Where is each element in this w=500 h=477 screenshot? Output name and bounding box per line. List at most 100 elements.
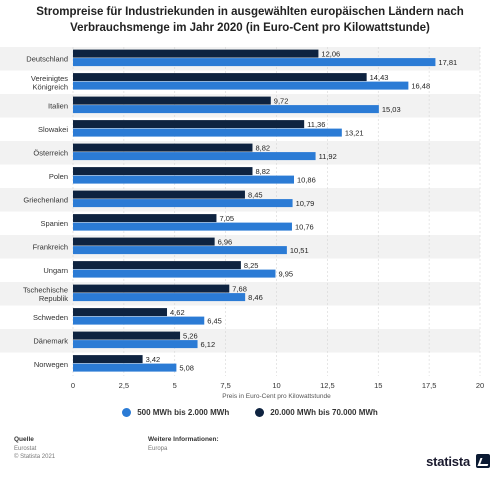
legend-dot-icon [122,408,132,417]
x-tick-label: 17,5 [422,381,437,390]
x-axis-title: Preis in Euro-Cent pro Kilowattstunde [222,393,331,400]
data-label: 6,96 [218,237,233,246]
legend-label: 20.000 MWh bis 70.000 MWh [270,408,378,417]
bar [73,81,409,90]
category-label: Ungarn [43,266,68,275]
bar [73,331,181,340]
x-tick-label: 15 [374,381,382,390]
legend-label: 500 MWh bis 2.000 MWh [137,408,230,417]
data-label: 14,43 [370,73,389,82]
category-label: Vereinigtes [31,74,68,83]
statista-logo-icon[interactable] [476,454,490,468]
category-label: Spanien [40,219,68,228]
category-label: Frankreich [33,242,68,251]
data-label: 9,95 [278,269,293,278]
category-label: Republik [39,294,68,303]
category-label: Dänemark [33,336,68,345]
data-label: 8,82 [255,143,270,152]
bar [73,167,253,176]
data-label: 17,81 [438,58,457,67]
data-label: 16,48 [411,81,430,90]
bar [73,58,436,67]
chart-title-line-1: Strompreise für Industriekunden in ausge… [36,6,464,18]
bar [73,175,295,184]
category-label: Tschechische [23,285,68,294]
bar [73,246,287,255]
bar [73,316,205,325]
legend-item-small-consumption[interactable]: 500 MWh bis 2.000 MWh [122,408,229,417]
data-label: 5,08 [179,363,194,372]
bar [73,105,379,114]
category-label: Italien [48,101,68,110]
bar [73,355,143,364]
data-label: 10,51 [290,246,309,255]
category-label: Österreich [33,148,68,157]
bar [73,222,292,231]
info-region[interactable]: Europa [148,446,168,452]
category-label: Griechenland [23,195,68,204]
info-label: Weitere Informationen: [148,436,219,443]
x-tick-label: 10 [272,381,280,390]
bar [73,152,316,161]
data-label: 7,68 [232,284,247,293]
data-label: 10,79 [296,199,315,208]
bar [73,308,168,317]
bar [73,120,305,129]
data-label: 8,46 [248,293,263,302]
chart-title: Strompreise für Industriekunden in ausge… [0,4,500,36]
bar [73,49,319,58]
data-label: 10,86 [297,175,316,184]
bar [73,199,293,208]
legend-item-large-consumption[interactable]: 20.000 MWh bis 70.000 MWh [255,408,378,417]
category-label: Deutschland [26,54,68,63]
data-label: 10,76 [295,222,314,231]
row-background [0,329,480,353]
data-label: 11,92 [319,152,337,161]
data-label: 7,05 [219,214,234,223]
bar [73,96,271,105]
x-tick-label: 12,5 [320,381,335,390]
data-label: 11,36 [307,120,325,129]
bar [73,340,198,349]
data-label: 9,72 [274,96,289,105]
bar [73,293,246,302]
data-label: 6,45 [207,316,222,325]
data-label: 4,62 [170,308,185,317]
category-label: Polen [49,172,68,181]
bar [73,128,342,137]
data-label: 15,03 [382,105,401,114]
chart-title-line-2: Verbrauchsmenge im Jahr 2020 (in Euro-Ce… [70,22,430,34]
bar [73,363,177,372]
x-tick-label: 0 [71,381,75,390]
bar [73,214,217,223]
x-tick-label: 5 [173,381,177,390]
category-label: Norwegen [34,360,68,369]
source-label: Quelle [14,436,34,443]
bar [73,237,215,246]
data-label: 5,26 [183,331,198,340]
x-tick-label: 7,5 [220,381,230,390]
statista-logo[interactable]: statista [426,454,470,469]
data-label: 8,25 [244,261,259,270]
x-tick-label: 2,5 [119,381,129,390]
bar [73,261,241,270]
data-label: 8,82 [255,167,270,176]
data-label: 8,45 [248,190,263,199]
data-label: 6,12 [201,340,216,349]
bar [73,73,367,82]
category-label: Königreich [33,82,68,91]
copyright: © Statista 2021 [14,454,56,460]
bar-chart: 12,06 17,81 Deutschland 14,43 16,48 Vereinigt… [0,47,484,400]
x-tick-label: 20 [476,381,484,390]
bar [73,284,230,293]
bar [73,269,276,278]
bar [73,143,253,152]
chart-legend[interactable]: 500 MWh bis 2.000 MWh 20.000 MWh bis 70.… [0,408,500,417]
bar [73,190,245,199]
legend-dot-icon [255,408,265,417]
data-label: 13,21 [345,128,364,137]
category-label: Slowakei [38,125,68,134]
data-label: 12,06 [321,49,340,58]
source-name[interactable]: Eurostat [14,446,37,452]
category-label: Schweden [33,313,68,322]
